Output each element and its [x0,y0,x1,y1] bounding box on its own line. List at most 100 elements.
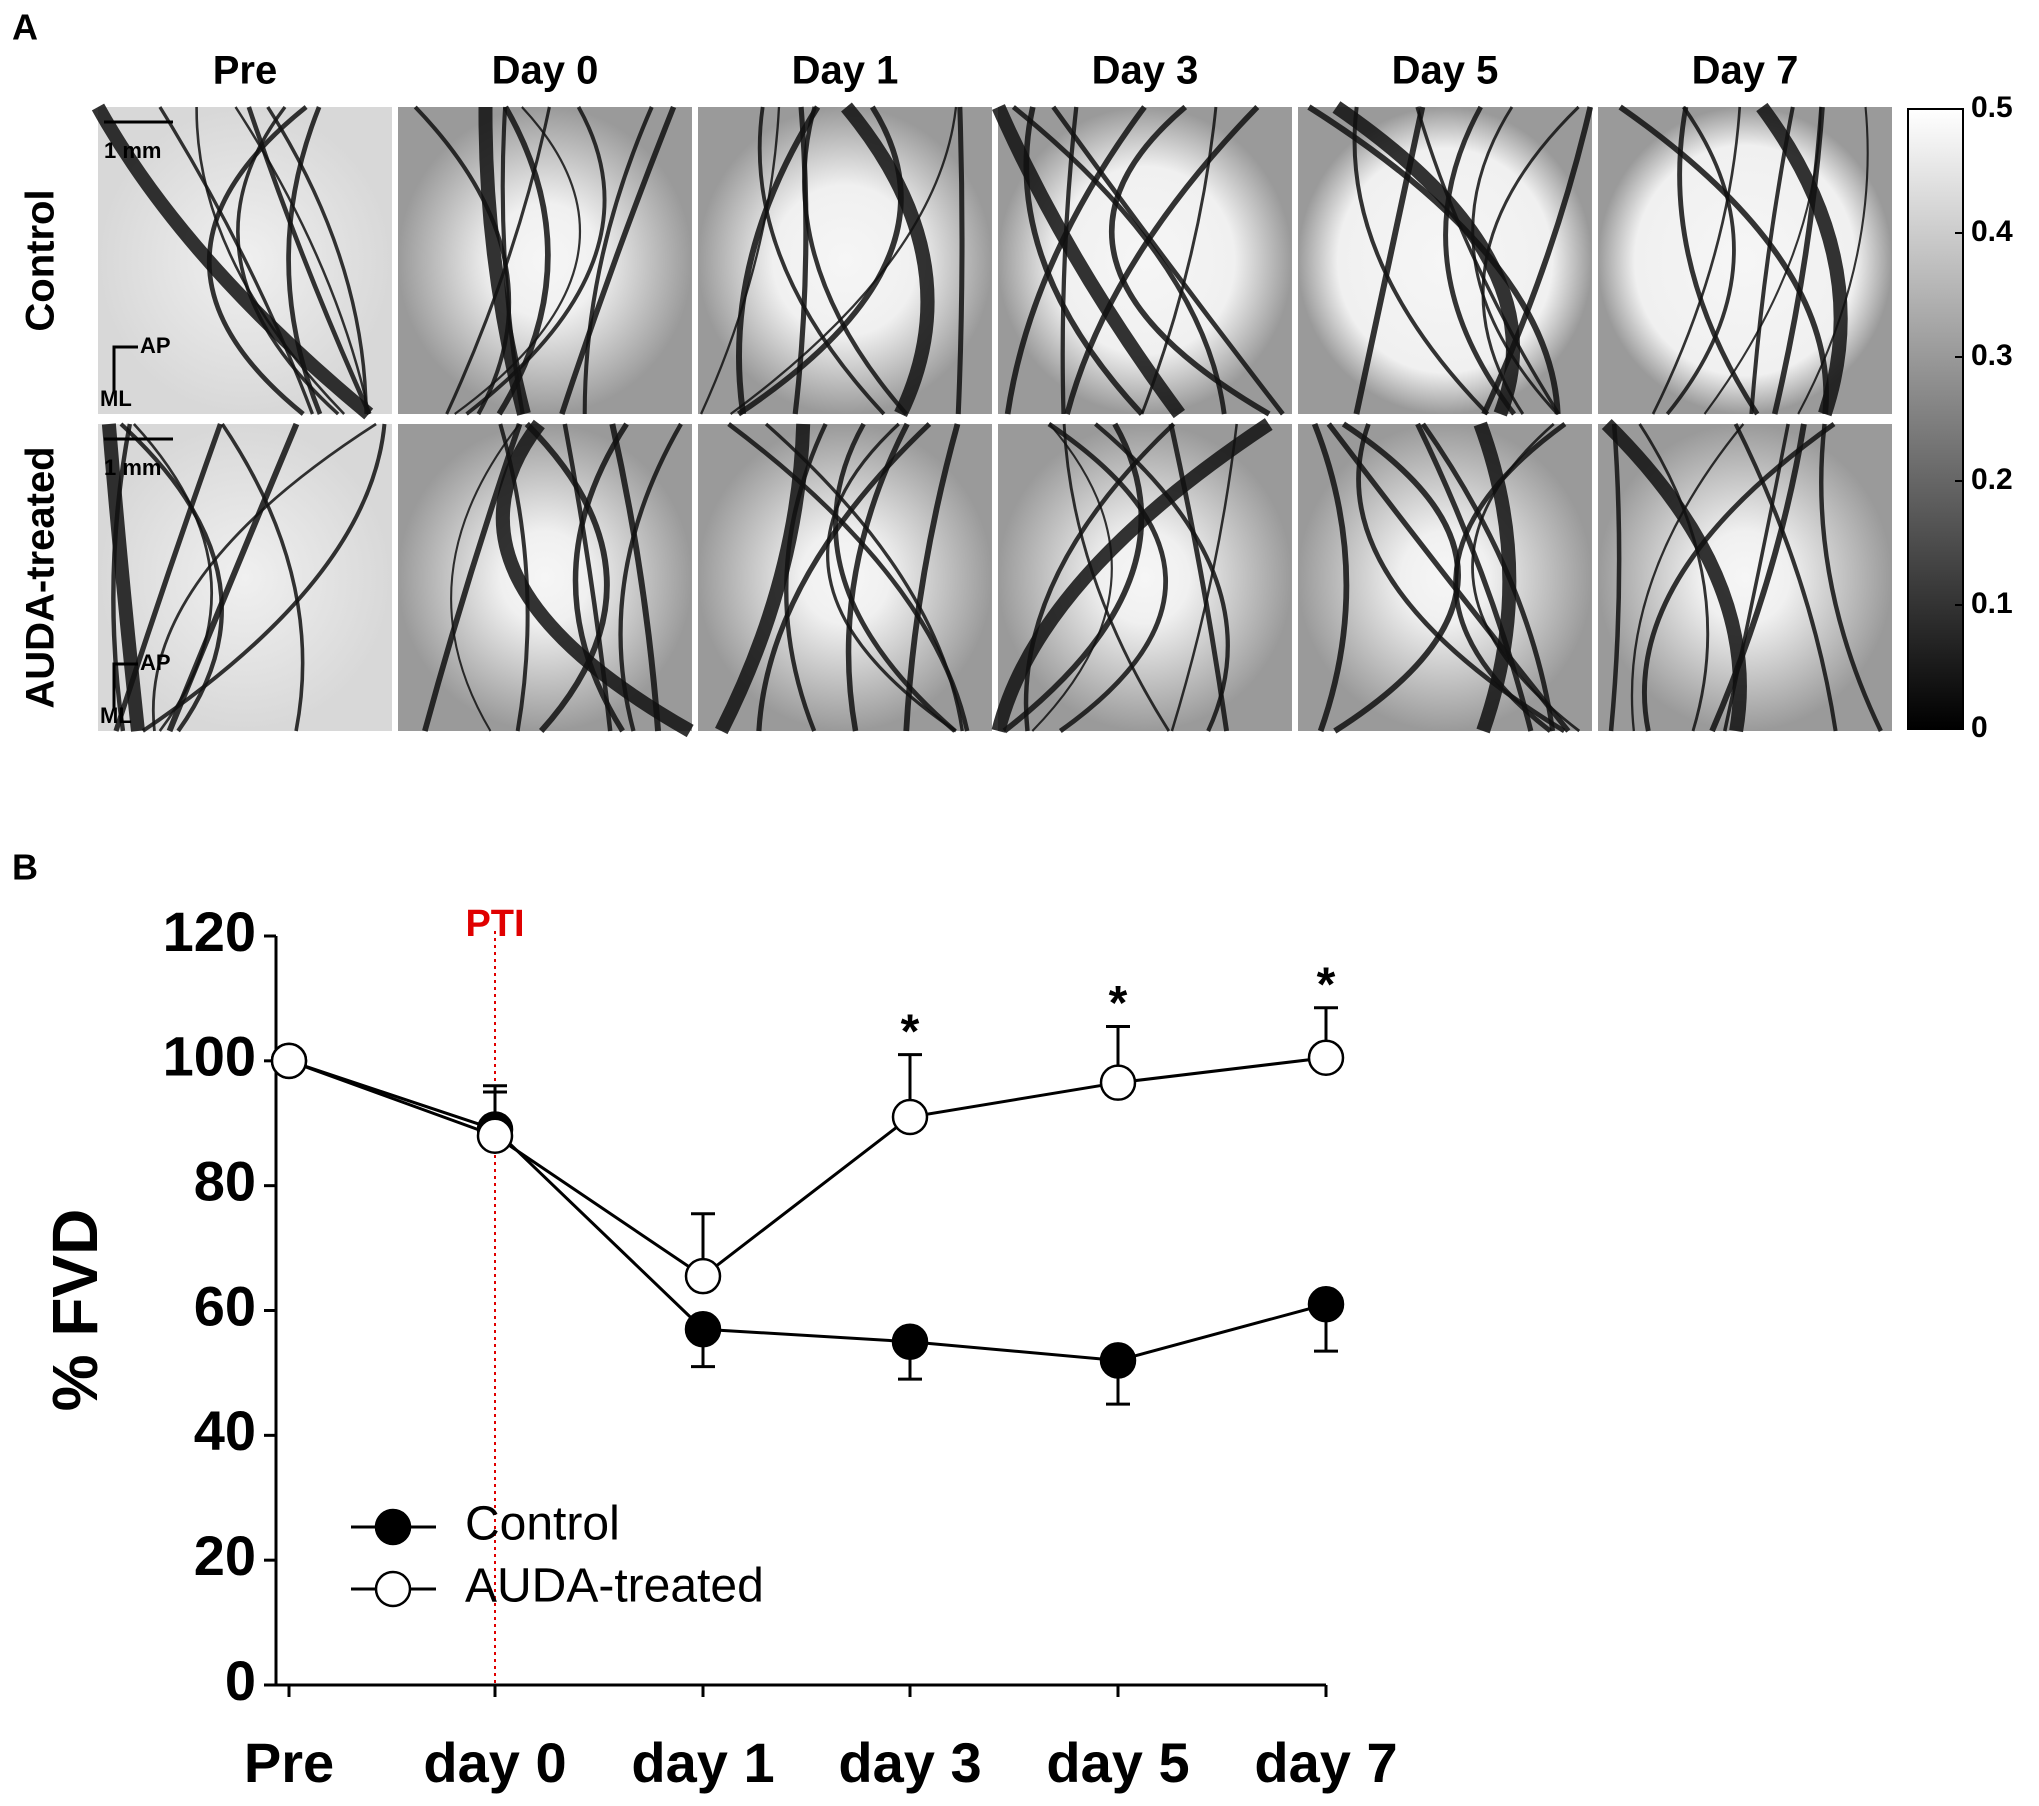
vessel [111,423,132,732]
marker [1099,1342,1137,1379]
row-label: AUDA-treated [19,446,63,708]
vessel [1031,423,1113,732]
significance-marker: * [1317,958,1336,1011]
orientation-arrows [112,662,138,709]
vessel [845,422,910,732]
marker [684,1310,722,1348]
legend-label: AUDA-treated [465,1560,764,1613]
vessel [1062,423,1171,732]
panel-label: A [12,7,38,48]
y-tick-label: 0 [225,1649,256,1712]
vessel [609,423,662,732]
column-label: Day 0 [492,49,599,93]
vessel [1108,104,1271,417]
vessel [1004,105,1147,415]
vessel [1307,104,1561,415]
vessel [1638,423,1710,732]
reference-label: PTI [465,903,524,945]
vessel [1723,423,1790,732]
column-label: Pre [213,49,278,93]
vessel [1749,106,1795,415]
vessel [141,423,387,733]
vessel [1353,106,1426,415]
vessel [729,106,958,415]
vessel [220,422,305,732]
marker [1307,1286,1345,1323]
vessel [841,102,935,418]
vessel [1756,102,1848,417]
vessel [736,105,904,417]
colorbar-tick-label: 0.4 [1971,215,2013,248]
orientation-label: AP [140,650,171,675]
colorbar-tick-label: 0.1 [1971,587,2013,620]
vessel [195,106,346,415]
vessel [1771,106,1825,415]
y-tick-label: 20 [194,1524,256,1587]
vessel [1064,105,1260,415]
image-tile [1598,107,1892,414]
image-tile [698,107,992,414]
vessel [1608,423,1622,732]
legend-marker [374,1508,412,1546]
marker [891,1098,929,1136]
vessel [1420,422,1556,732]
vessel [1023,422,1176,732]
vessel [450,423,521,732]
vessel [266,106,368,415]
y-tick-label: 80 [194,1149,256,1212]
vessel [736,105,821,415]
vessel [802,106,908,416]
vessel [1443,105,1517,416]
vessel [500,106,525,415]
marker [1307,1039,1345,1076]
vessel [833,422,957,733]
marker [891,1323,929,1360]
x-tick-label: Pre [244,1731,334,1794]
image-tile [98,424,392,731]
legend-label: Control [465,1498,620,1551]
row-label: Control [19,189,63,331]
vessel [1665,105,1736,416]
vessel [826,422,957,733]
orientation-arrows [112,345,138,392]
vessel [465,106,607,416]
vessel [700,106,781,415]
image-tile [398,424,692,731]
vessel [582,106,654,415]
scale-bar-label: 1 mm [104,138,161,163]
x-tick-label: day 7 [1254,1731,1397,1794]
vessel [955,106,965,415]
vessel [1352,106,1490,416]
vessel [1471,422,1581,733]
vessel [757,106,886,416]
marker [1099,1064,1137,1101]
colorbar-tick-label: 0.3 [1971,339,2013,372]
vessel [119,422,224,733]
vessel [792,106,809,415]
series-line [288,1056,1327,1279]
vessel [1481,106,1594,416]
column-label: Day 3 [1092,49,1199,93]
vessel [1677,106,1760,416]
vessel [1051,105,1285,416]
vessel [1333,421,1461,734]
vessel [132,423,213,732]
vessel [101,423,145,732]
colorbar-tick-label: 0 [1971,711,1988,744]
vessel [1326,422,1571,733]
vessel [246,106,372,415]
vessel [618,422,683,732]
vessel [286,106,323,415]
column-label: Day 1 [792,49,899,93]
vessel [422,423,523,732]
vessel [1047,422,1168,733]
vessel [1415,422,1534,732]
vessel [113,423,223,732]
vessel [1140,106,1218,415]
vessel [1651,106,1742,415]
orientation-label: AP [140,333,171,358]
orientation-label: ML [100,386,132,411]
vessel [562,423,613,732]
significance-marker: * [901,1005,920,1058]
